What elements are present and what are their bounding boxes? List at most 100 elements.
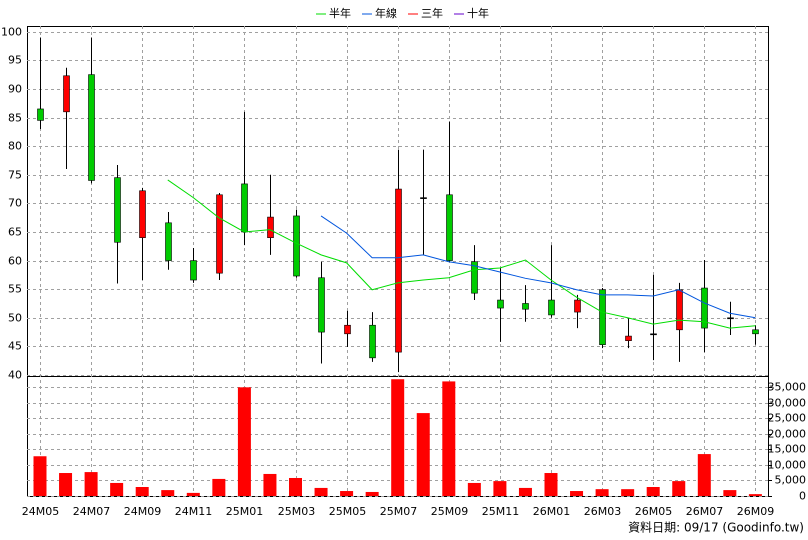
volume-bar [570,491,584,496]
candle-body [165,222,172,261]
x-tick-label: 25M01 [226,505,264,518]
volume-bar [621,489,635,496]
x-tick-label: 26M05 [635,505,673,518]
volume-bar [646,486,660,496]
volume-bar [314,487,328,496]
volume-bar [212,478,226,496]
y-tick-label: 65 [8,226,22,239]
volume-bar [135,486,149,496]
volume-bar [263,473,277,496]
volume-bar [391,379,405,496]
candle-body [446,194,453,261]
legend-label: 十年 [467,6,489,20]
y-tick-label: 75 [8,169,22,182]
x-tick-label: 26M09 [737,505,775,518]
candle-body [395,188,402,353]
volume-bar [365,491,379,496]
x-tick-label: 26M07 [686,505,724,518]
y2-tick-label: 30,000 [768,397,807,410]
volume-bar [595,489,609,496]
legend-label: 半年 [329,6,351,20]
volume-bar [161,490,175,496]
ma-line [320,215,756,319]
x-tick-label: 24M11 [175,505,213,518]
y-tick-label: 60 [8,255,22,268]
candle-body [293,215,300,277]
x-tick-label: 25M09 [431,505,469,518]
y-tick-label: 45 [8,340,22,353]
candle-body [267,216,274,238]
y-tick-label: 40 [8,369,22,382]
candle-body [114,177,121,243]
y2-tick-label: 35,000 [768,381,807,394]
y2-tick-label: 5,000 [775,474,807,487]
x-tick-label: 24M09 [124,505,162,518]
candle-body [241,183,248,233]
y-tick-label: 50 [8,312,22,325]
candle-body [216,194,223,274]
candle-body [88,74,95,181]
volume-bar [544,473,558,496]
volume-bar [289,477,302,496]
candle-body [471,261,478,294]
legend-label: 年線 [375,6,397,20]
candle-body [752,329,759,335]
candle-body [650,333,657,336]
volume-bar [340,491,354,496]
candle-body [574,299,581,313]
candle-body [190,260,197,281]
candle-body [676,289,683,331]
footnote: 資料日期: 09/17 (Goodinfo.tw) [628,521,804,535]
candle-body [63,75,70,113]
volume-bar [467,482,481,496]
volume-bar [748,494,762,496]
x-tick-label: 25M11 [482,505,520,518]
x-tick-label: 25M05 [329,505,367,518]
volume-bar [84,472,98,496]
y2-tick-label: 15,000 [768,443,807,456]
volume-bar [110,482,124,496]
volume-bar [186,492,200,496]
volume-bar [723,490,737,496]
legend-label: 三年 [421,6,443,20]
candle-body [727,317,734,320]
x-tick-label: 25M07 [380,505,418,518]
candle-body [522,303,529,310]
y2-tick-label: 20,000 [768,428,807,441]
x-tick-label: 25M03 [278,505,316,518]
candle-body [701,287,708,329]
y2-tick-label: 10,000 [768,459,807,472]
volume-bar [493,481,507,496]
x-tick-label: 26M01 [533,505,571,518]
volume-bar [33,456,47,496]
x-tick-label: 26M03 [584,505,622,518]
candle-body [139,190,146,238]
ma-line [167,179,756,329]
candle-body [497,299,504,309]
y-tick-label: 55 [8,283,22,296]
x-tick-label: 24M05 [22,505,60,518]
candle-body [420,197,427,199]
candle-body [318,277,325,333]
x-tick-label: 24M07 [73,505,111,518]
y-tick-label: 80 [8,140,22,153]
candle-body [37,108,44,121]
y-tick-label: 85 [8,112,22,125]
volume-bar [416,413,430,496]
y-tick-label: 90 [8,83,22,96]
volume-bar [697,454,711,496]
candle-body [599,289,606,345]
y2-tick-label: 0 [799,490,806,503]
candle-body [344,324,351,335]
volume-bar [518,487,532,496]
y-tick-label: 70 [8,197,22,210]
volume-bar [672,481,686,496]
y2-tick-label: 25,000 [768,412,807,425]
volume-bar [59,473,73,496]
candle-body [548,299,555,316]
y-tick-label: 95 [8,54,22,67]
volume-bar [237,387,251,496]
volume-bar [442,381,456,496]
candle-body [625,335,632,341]
